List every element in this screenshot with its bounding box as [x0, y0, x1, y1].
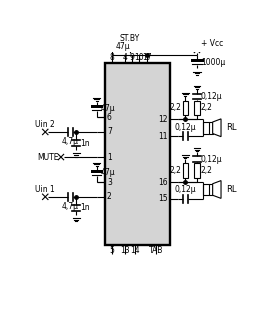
Text: 5: 5 — [110, 246, 115, 255]
Text: 8: 8 — [110, 53, 114, 62]
Text: 4: 4 — [122, 53, 127, 62]
Text: + Vcc: + Vcc — [201, 39, 223, 48]
Text: 9: 9 — [130, 53, 134, 62]
Text: 4,7μ: 4,7μ — [62, 202, 79, 211]
Text: 2,2: 2,2 — [170, 103, 182, 112]
Text: RL: RL — [226, 185, 237, 194]
Text: 15: 15 — [158, 194, 168, 203]
Text: MUTE: MUTE — [38, 153, 59, 161]
Bar — [194, 100, 200, 115]
Text: 7: 7 — [107, 128, 112, 137]
Text: 0,12μ: 0,12μ — [175, 185, 196, 194]
Text: 2,2: 2,2 — [201, 103, 212, 112]
Text: 11: 11 — [158, 132, 168, 141]
Text: 47μ: 47μ — [100, 169, 115, 178]
Polygon shape — [213, 119, 221, 137]
Text: ST.BY: ST.BY — [120, 34, 140, 43]
Text: 47μ: 47μ — [116, 42, 131, 51]
Bar — [194, 163, 200, 178]
Polygon shape — [213, 181, 221, 198]
Text: 2,2: 2,2 — [201, 166, 212, 175]
Text: 1n: 1n — [80, 203, 90, 212]
Text: 13: 13 — [120, 246, 130, 255]
Text: 2: 2 — [107, 192, 112, 201]
Text: 17: 17 — [142, 53, 151, 62]
Text: 4,7μ: 4,7μ — [62, 137, 79, 146]
Text: 14: 14 — [130, 246, 140, 255]
Text: Uin 1: Uin 1 — [35, 185, 55, 194]
Text: RL: RL — [226, 123, 237, 132]
Text: 0,12μ: 0,12μ — [201, 92, 222, 101]
Bar — [209, 122, 213, 133]
Text: 1000μ: 1000μ — [201, 58, 225, 67]
Text: 2,2: 2,2 — [170, 166, 182, 175]
Text: 6: 6 — [107, 113, 112, 122]
Text: Uin 2: Uin 2 — [35, 120, 55, 129]
Text: TAB: TAB — [149, 246, 163, 255]
Bar — [209, 184, 213, 195]
Bar — [183, 100, 188, 115]
Text: 0,12μ: 0,12μ — [175, 123, 196, 132]
Text: 16: 16 — [158, 178, 168, 187]
Bar — [183, 163, 188, 178]
Text: 12: 12 — [158, 115, 168, 124]
Text: 0,12μ: 0,12μ — [201, 155, 222, 164]
Text: 1: 1 — [107, 153, 112, 161]
Text: 1n: 1n — [80, 138, 90, 147]
Text: 10: 10 — [135, 53, 144, 62]
Text: 3: 3 — [107, 178, 112, 187]
Text: 47μ: 47μ — [100, 104, 115, 113]
Bar — [105, 63, 170, 245]
